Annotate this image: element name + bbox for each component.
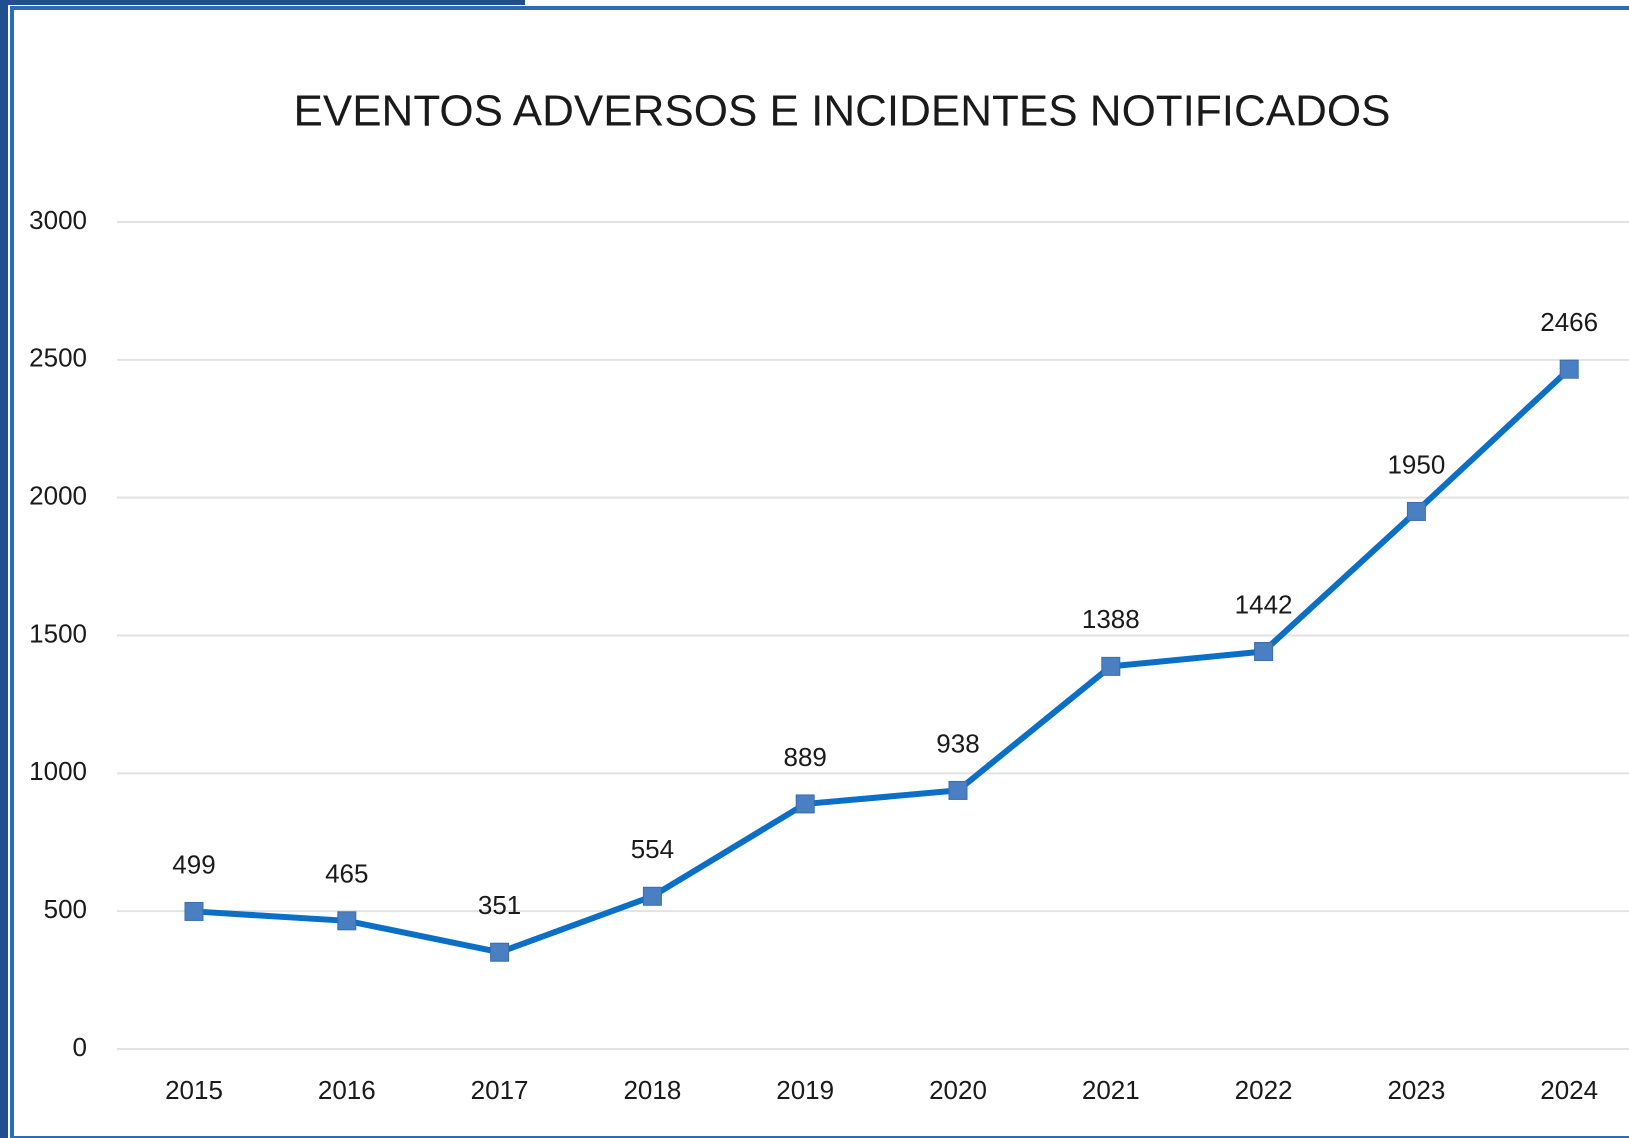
y-tick-label: 3000 [29,205,87,235]
data-point [490,942,510,962]
data-point [1101,656,1121,676]
frame-top [0,0,525,5]
data-label: 938 [936,728,979,758]
data-label: 1950 [1387,449,1445,479]
x-tick-label: 2023 [1387,1075,1445,1105]
x-tick-label: 2022 [1235,1075,1293,1105]
frame-left [0,0,8,1138]
data-label: 499 [172,849,215,879]
data-point [1559,359,1579,379]
data-point [1406,501,1426,521]
y-tick-label: 2000 [29,481,87,511]
y-tick-label: 500 [44,894,87,924]
x-tick-label: 2019 [776,1075,834,1105]
data-label: 351 [478,890,521,920]
y-tick-label: 0 [73,1032,87,1062]
frame [10,6,1629,1138]
data-label: 465 [325,859,368,889]
x-tick-label: 2016 [318,1075,376,1105]
data-point [795,794,815,814]
data-label: 2466 [1540,307,1598,337]
x-tick-label: 2024 [1540,1075,1598,1105]
data-label: 889 [784,742,827,772]
data-label: 1388 [1082,604,1140,634]
x-tick-label: 2018 [623,1075,681,1105]
data-point [337,911,357,931]
y-tick-label: 1500 [29,618,87,648]
chart-title: EVENTOS ADVERSOS E INCIDENTES NOTIFICADO… [294,87,1391,136]
data-label: 554 [631,834,674,864]
data-point [184,901,204,921]
data-line [193,367,1572,956]
y-tick-label: 1000 [29,756,87,786]
y-tick-label: 2500 [29,343,87,373]
data-point [948,780,968,800]
x-tick-label: 2015 [165,1075,223,1105]
x-tick-label: 2021 [1082,1075,1140,1105]
x-tick-label: 2020 [929,1075,987,1105]
data-point [642,886,662,906]
data-label: 1442 [1235,589,1293,619]
data-point [1254,641,1274,661]
x-tick-label: 2017 [471,1075,529,1105]
